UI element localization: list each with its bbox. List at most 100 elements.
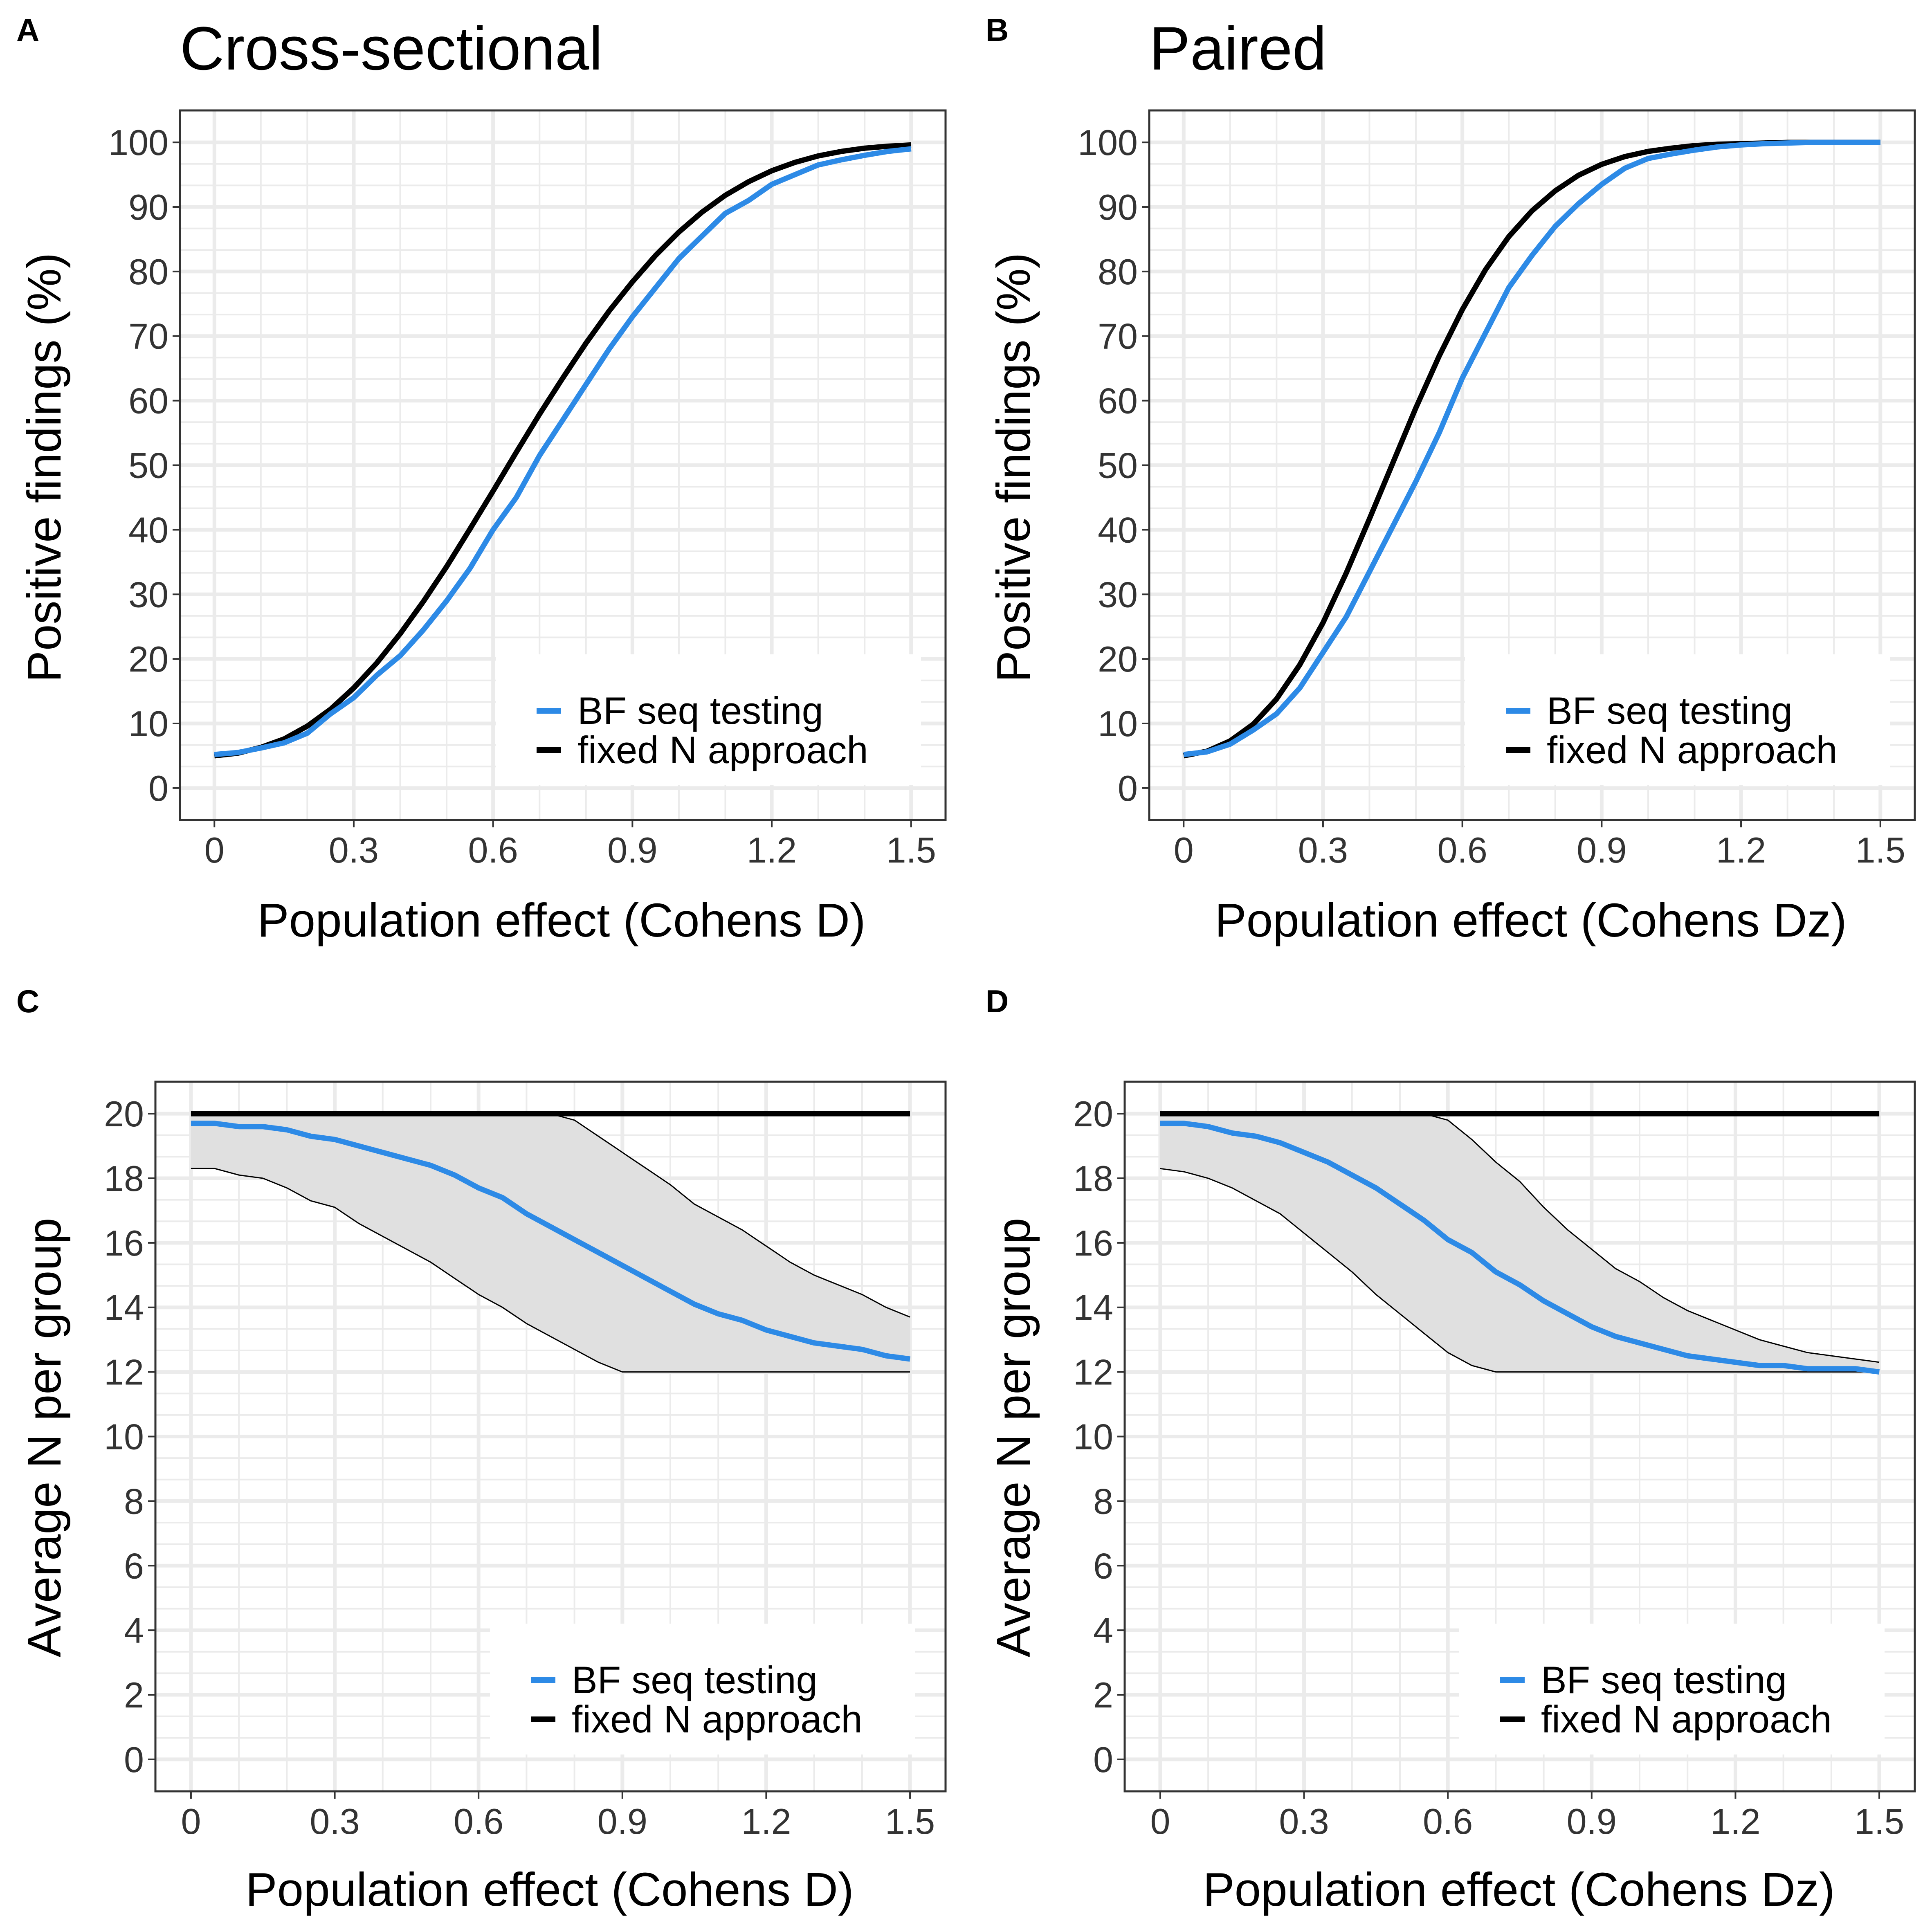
x-axis-title-c: Population effect (Cohens D) — [245, 1863, 854, 1916]
ribbon-area — [191, 1114, 910, 1372]
x-tick-label: 0.3 — [1298, 830, 1348, 870]
x-tick-label: 1.2 — [741, 1801, 791, 1842]
series-line-bf — [214, 146, 912, 757]
panel-border — [1123, 1081, 1916, 1793]
y-tick-label: 6 — [1093, 1546, 1113, 1586]
y-tick-label: 0 — [148, 768, 168, 809]
y-tick-label: 100 — [108, 122, 168, 163]
y-tick-label: 10 — [1098, 703, 1138, 744]
x-tick-label: 1.2 — [1716, 830, 1766, 870]
y-tick-label: 20 — [104, 1094, 144, 1134]
y-tick-label: 50 — [1098, 445, 1138, 486]
x-axis-title-a: Population effect (Cohens D) — [257, 894, 865, 947]
legend-label-bf: BF seq testing — [1541, 1658, 1787, 1701]
panel-b: B Paired Population effect (Cohens Dz) P… — [986, 12, 1916, 947]
legend-d: BF seq testing fixed N approach — [1459, 1624, 1885, 1755]
y-tick-label: 90 — [1098, 187, 1138, 227]
legend-c: BF seq testing fixed N approach — [490, 1624, 915, 1755]
y-tick-label: 14 — [1073, 1287, 1113, 1328]
y-tick-label: 60 — [1098, 381, 1138, 421]
y-tick-label: 4 — [1093, 1610, 1113, 1651]
legend-background — [1459, 1624, 1885, 1755]
y-tick-label: 0 — [1093, 1739, 1113, 1780]
y-tick-label: 80 — [128, 252, 168, 292]
y-tick-label: 18 — [1073, 1158, 1113, 1199]
legend-label-bf: BF seq testing — [572, 1658, 818, 1701]
y-tick-label: 40 — [1098, 510, 1138, 550]
panel-letter-b: B — [986, 12, 1009, 48]
x-tick-label: 0.9 — [1577, 830, 1626, 870]
series-line-bf — [1160, 1121, 1880, 1375]
legend-label-fixed: fixed N approach — [1547, 728, 1838, 771]
y-tick-label: 80 — [1098, 252, 1138, 292]
x-tick-label: 1.5 — [885, 1801, 935, 1842]
y-tick-label: 20 — [1073, 1094, 1113, 1134]
plot-area-a: 0 0.3 0.6 0.9 1.2 1.5 0 10 20 30 40 50 60 70 80 90 100 — [108, 109, 947, 870]
plot-area-b: 0 0.3 0.6 0.9 1.2 1.5 0 10 20 30 40 50 60 70 80 90 100 — [1078, 109, 1916, 870]
x-tick-label: 0 — [204, 830, 225, 870]
x-axis-title-d: Population effect (Cohens Dz) — [1203, 1863, 1835, 1916]
y-tick-label: 8 — [124, 1481, 144, 1521]
y-tick-label: 20 — [128, 639, 168, 679]
legend-label-fixed: fixed N approach — [577, 728, 868, 771]
y-tick-label: 60 — [128, 381, 168, 421]
panel-border — [1148, 109, 1916, 821]
x-tick-label: 0.6 — [468, 830, 518, 870]
y-tick-label: 70 — [1098, 316, 1138, 357]
panel-letter-a: A — [16, 12, 39, 48]
x-tick-label: 0.3 — [1279, 1801, 1329, 1842]
y-tick-label: 16 — [1073, 1223, 1113, 1263]
y-axis-title-b: Positive findings (%) — [987, 253, 1040, 683]
ribbon-area — [1160, 1114, 1880, 1372]
x-tick-label: 0.3 — [329, 830, 379, 870]
x-tick-label: 1.2 — [747, 830, 797, 870]
legend-a: BF seq testing fixed N approach — [496, 654, 921, 785]
y-tick-label: 16 — [104, 1223, 144, 1263]
y-tick-label: 2 — [124, 1675, 144, 1715]
series-line-fixed — [214, 142, 912, 759]
legend-label-fixed: fixed N approach — [572, 1698, 863, 1741]
y-tick-label: 10 — [128, 703, 168, 744]
panel-c: C Population effect (Cohens D) Average N… — [16, 983, 947, 1916]
y-tick-label: 0 — [1118, 768, 1138, 809]
y-tick-label: 10 — [1073, 1417, 1113, 1457]
panel-a: A Cross-sectional Population effect (Coh… — [16, 12, 947, 947]
x-tick-label: 0 — [181, 1801, 201, 1842]
legend-background — [1465, 654, 1890, 785]
y-tick-label: 12 — [1073, 1352, 1113, 1393]
panel-d: D Population effect (Cohens Dz) Average … — [986, 983, 1916, 1916]
y-tick-label: 20 — [1098, 639, 1138, 679]
x-tick-label: 1.5 — [886, 830, 936, 870]
x-tick-label: 0.6 — [1423, 1801, 1473, 1842]
x-tick-label: 0.3 — [310, 1801, 359, 1842]
y-tick-label: 30 — [1098, 574, 1138, 615]
x-tick-label: 0.9 — [1567, 1801, 1617, 1842]
y-tick-label: 10 — [104, 1417, 144, 1457]
x-tick-label: 0 — [1150, 1801, 1170, 1842]
panel-title-b: Paired — [1149, 14, 1327, 83]
y-tick-label: 12 — [104, 1352, 144, 1393]
legend-background — [496, 654, 921, 785]
ribbon-lower-line — [1160, 1168, 1880, 1373]
x-tick-label: 0.6 — [454, 1801, 503, 1842]
legend-b: BF seq testing fixed N approach — [1465, 654, 1890, 785]
y-tick-label: 0 — [124, 1739, 144, 1780]
x-tick-label: 0.6 — [1437, 830, 1487, 870]
series-line-bf — [191, 1121, 910, 1362]
y-axis-title-d: Average N per group — [987, 1218, 1040, 1658]
y-tick-label: 30 — [128, 574, 168, 615]
panel-letter-c: C — [16, 983, 39, 1019]
y-axis-title-c: Average N per group — [18, 1218, 71, 1658]
y-tick-label: 14 — [104, 1287, 144, 1328]
legend-label-fixed: fixed N approach — [1541, 1698, 1832, 1741]
y-tick-label: 70 — [128, 316, 168, 357]
y-tick-label: 50 — [128, 445, 168, 486]
legend-label-bf: BF seq testing — [577, 689, 823, 732]
x-axis-title-b: Population effect (Cohens Dz) — [1215, 894, 1847, 947]
panel-border — [179, 109, 947, 821]
x-tick-label: 1.5 — [1856, 830, 1905, 870]
panel-title-a: Cross-sectional — [180, 14, 603, 83]
y-tick-label: 4 — [124, 1610, 144, 1651]
legend-background — [490, 1624, 915, 1755]
